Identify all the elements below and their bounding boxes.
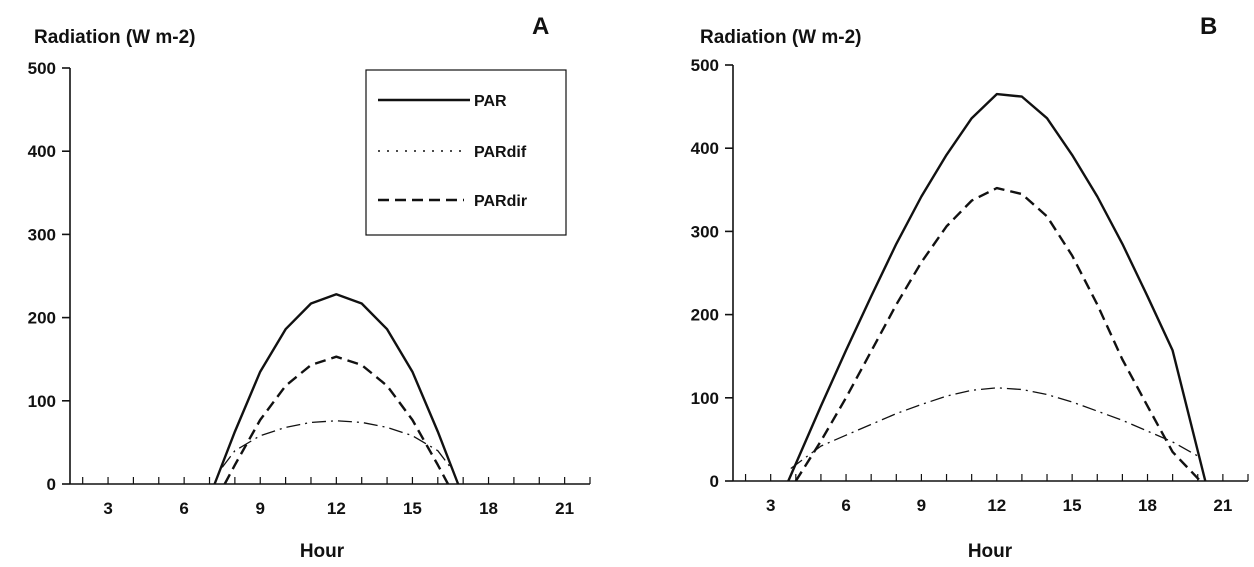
plot-area: 0 100 200 300 400 500 3 6 9 12 15 18 21 xyxy=(691,56,1249,515)
y-tick-label: 0 xyxy=(710,472,719,491)
y-tick-label: 200 xyxy=(28,309,56,328)
y-tick-label: 300 xyxy=(28,225,56,244)
panel-a: Radiation (W m-2) A Hour 0 100 200 300 400 50… xyxy=(28,13,591,562)
x-tick-label: 21 xyxy=(1213,496,1232,515)
panel-label: B xyxy=(1200,13,1217,40)
x-tick-label: 12 xyxy=(987,496,1006,515)
y-axis-title: Radiation (W m-2) xyxy=(34,27,196,48)
y-tick-label: 200 xyxy=(691,306,719,325)
x-tick-label: 21 xyxy=(555,499,574,518)
series-line-par xyxy=(213,293,460,485)
x-axis-title: Hour xyxy=(968,541,1013,562)
legend-label-par: PAR xyxy=(474,93,507,110)
legend-box xyxy=(365,69,567,236)
x-tick-label: 6 xyxy=(841,496,850,515)
y-tick-label: 400 xyxy=(691,139,719,158)
series-line-pardir xyxy=(223,355,450,485)
legend: PAR PARdif PARdir xyxy=(365,69,567,236)
x-tick-label: 15 xyxy=(1063,496,1082,515)
x-tick-label: 18 xyxy=(479,499,498,518)
series-line-pardif xyxy=(790,387,1199,470)
x-tick-label: 6 xyxy=(179,499,188,518)
x-tick-label: 9 xyxy=(917,496,926,515)
series-line-pardif xyxy=(221,420,452,468)
x-tick-label: 15 xyxy=(403,499,422,518)
y-tick-label: 400 xyxy=(28,142,56,161)
x-tick-label: 3 xyxy=(103,499,112,518)
x-tick-label: 9 xyxy=(256,499,265,518)
panel-b: Radiation (W m-2) B Hour 0 100 200 300 400 50… xyxy=(691,13,1249,562)
series-line-pardir xyxy=(794,186,1202,482)
panel-label: A xyxy=(532,13,549,40)
x-tick-label: 3 xyxy=(766,496,775,515)
legend-label-pardir: PARdir xyxy=(474,193,527,210)
plot-area: 0 100 200 300 400 500 3 6 9 12 15 18 21 xyxy=(28,59,591,518)
legend-label-pardif: PARdif xyxy=(474,144,527,161)
x-tick-label: 18 xyxy=(1138,496,1157,515)
y-tick-label: 0 xyxy=(47,475,56,494)
y-axis-title: Radiation (W m-2) xyxy=(700,27,862,48)
x-tick-label: 12 xyxy=(327,499,346,518)
y-tick-label: 500 xyxy=(691,56,719,75)
series-line-par xyxy=(787,92,1207,482)
y-tick-label: 300 xyxy=(691,222,719,241)
y-tick-label: 100 xyxy=(691,389,719,408)
y-tick-label: 100 xyxy=(28,392,56,411)
y-tick-label: 500 xyxy=(28,59,56,78)
x-axis-title: Hour xyxy=(300,541,345,562)
